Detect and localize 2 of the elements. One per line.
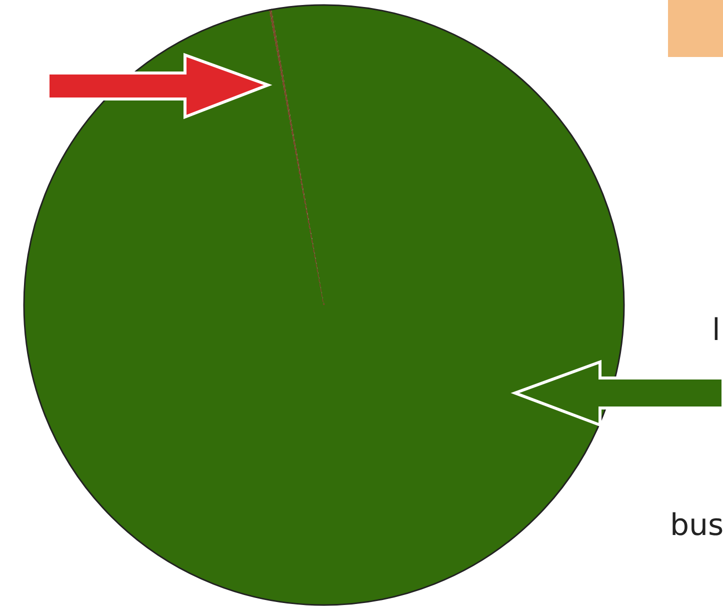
text: l xyxy=(712,313,720,348)
text: bus xyxy=(670,508,723,543)
